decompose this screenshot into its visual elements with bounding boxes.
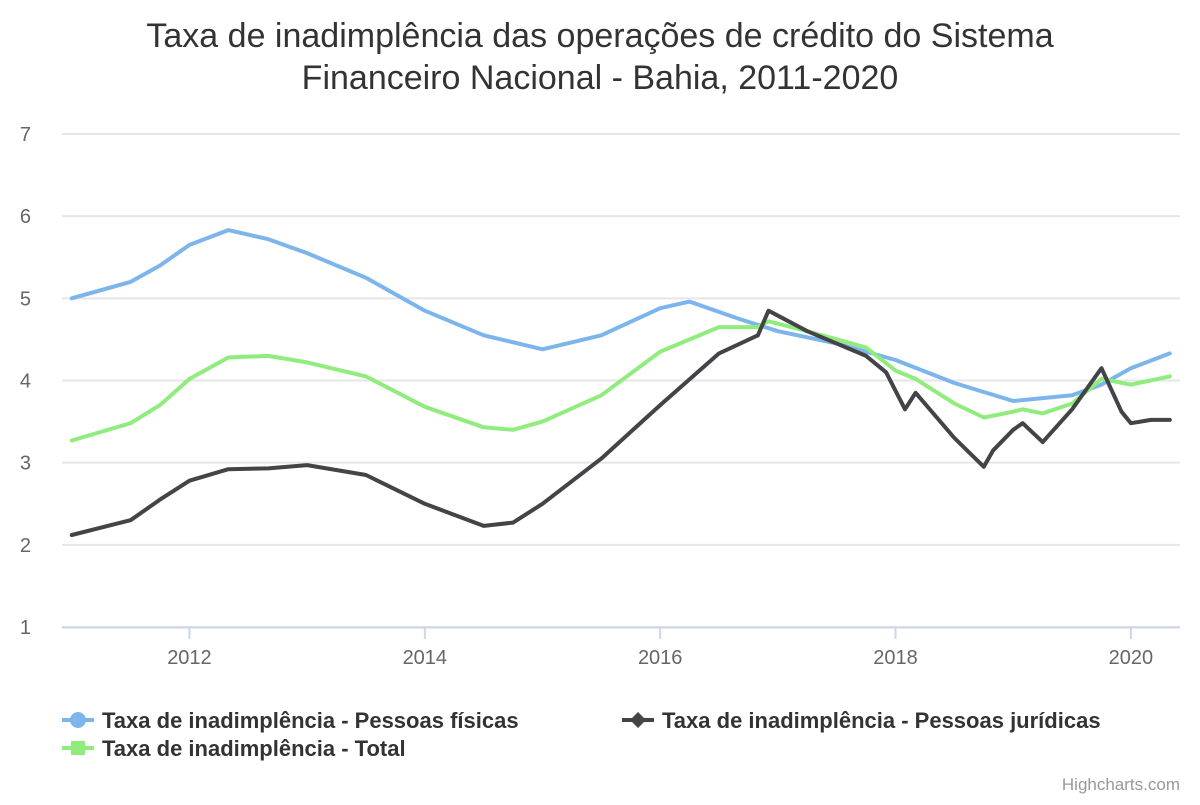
series-line-0[interactable] [69,228,1172,403]
y-tick-label: 4 [20,371,31,393]
legend-circle-icon [70,712,86,728]
y-axis: 1 2 3 4 5 6 7 [20,124,31,639]
legend[interactable]: Taxa de inadimplência - Pessoas físicas T… [62,708,1101,761]
x-tick-label: 2020 [1109,647,1154,669]
legend-item-1[interactable]: Taxa de inadimplência - Pessoas jurídica… [622,708,1101,733]
series-lines [69,228,1172,537]
legend-square-icon [71,741,85,755]
legend-item-0[interactable]: Taxa de inadimplência - Pessoas físicas [62,708,519,733]
x-tick-label: 2018 [873,647,918,669]
x-tick-label: 2014 [403,647,448,669]
x-tick-label: 2012 [167,647,212,669]
gridlines [62,133,1180,628]
y-tick-label: 1 [20,617,31,639]
series-line-1[interactable] [69,308,1172,537]
chart-title-line-1: Taxa de inadimplência das operações de c… [146,17,1053,55]
chart-title-line-2: Financeiro Nacional - Bahia, 2011-2020 [302,59,899,97]
legend-label: Taxa de inadimplência - Pessoas físicas [102,708,519,733]
credits-link[interactable]: Highcharts.com [1062,775,1180,794]
legend-diamond-icon [630,712,646,728]
x-tick-label: 2016 [638,647,683,669]
legend-item-2[interactable]: Taxa de inadimplência - Total [62,736,406,761]
y-tick-label: 7 [20,124,31,146]
y-tick-label: 6 [20,206,31,228]
y-tick-label: 3 [20,453,31,475]
legend-label: Taxa de inadimplência - Total [102,736,406,761]
y-tick-label: 2 [20,535,31,557]
series-line-2[interactable] [69,319,1172,443]
x-axis: 2012 2014 2016 2018 2020 [62,626,1180,669]
y-tick-label: 5 [20,288,31,310]
legend-label: Taxa de inadimplência - Pessoas jurídica… [662,708,1101,733]
